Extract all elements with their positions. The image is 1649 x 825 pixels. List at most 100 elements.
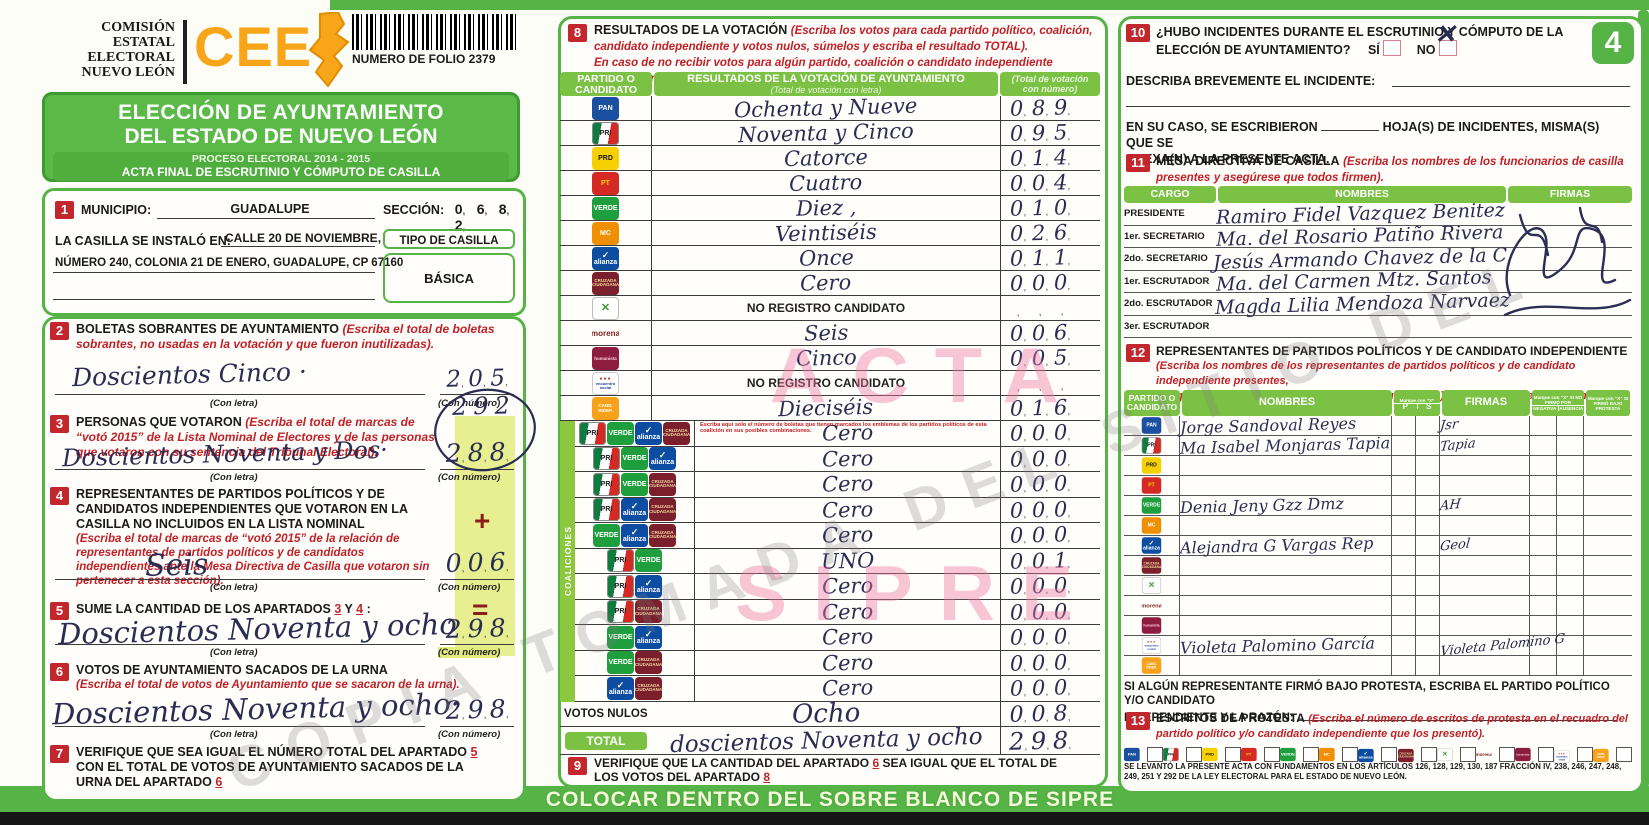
protest-logo-item: morena bbox=[1476, 743, 1515, 766]
mesa-row: 1er. SECRETARIO Ma. del Rosario Patiño R… bbox=[1124, 221, 1632, 251]
rep-nombre-cell: Denia Jeny Gzz Dmz bbox=[1180, 494, 1392, 517]
party-logo-cell: morena bbox=[560, 321, 652, 345]
votes-connumero-cell: 095 bbox=[1000, 120, 1100, 146]
section-5-title: SUME LA CANTIDAD DE LOS APARTADOS 3 Y 4 … bbox=[76, 602, 371, 616]
section-11-title: MESA DIRECTIVA DE CASILLA (Escriba los n… bbox=[1156, 154, 1624, 184]
rep-negativa-cell bbox=[1530, 416, 1557, 435]
cruzada-logo: CRUZADA CIUDADANA bbox=[663, 421, 690, 445]
party-logo-cell: PT bbox=[560, 171, 652, 195]
humanista-logo: humanista bbox=[592, 346, 619, 370]
page-number-badge: 4 bbox=[1592, 22, 1634, 64]
col-numero-header: (Total de votación con número) bbox=[1000, 72, 1100, 96]
rep-protesta-cell bbox=[1584, 456, 1628, 475]
coalition-connumero-cell: 001 bbox=[1000, 548, 1100, 574]
rep-nombre-cell: Alejandra G Vargas Rep bbox=[1180, 533, 1392, 558]
total-label: TOTAL bbox=[565, 731, 647, 750]
party-logo-cell: encuentro social bbox=[560, 371, 652, 395]
rep-protesta-cell bbox=[1584, 616, 1628, 635]
describa-label: DESCRIBA BREVEMENTE EL INCIDENTE: bbox=[1126, 74, 1376, 88]
protest-logo-item: MC bbox=[1319, 743, 1359, 766]
rep-nombre-cell: Ma Isabel Monjaras Tapia bbox=[1179, 433, 1392, 458]
nuevo-leon-state-icon bbox=[308, 12, 350, 88]
protest-count-box bbox=[1537, 746, 1554, 762]
col-resultados-header: RESULTADOS DE LA VOTACIÓN DE AYUNTAMIENT… bbox=[654, 72, 998, 96]
verde-logo: VERDE bbox=[607, 625, 634, 649]
result-row: CRUZADA CIUDADANA Cero 000 bbox=[560, 270, 1100, 296]
section-6-instructions: (Escriba el total de votos de Ayuntamien… bbox=[76, 679, 460, 691]
rep-row: morena bbox=[1124, 596, 1632, 616]
es-logo: encuentro social bbox=[592, 371, 619, 395]
result-row: CAND. INDEP. Dieciséis 016 bbox=[560, 395, 1100, 421]
cruzada-logo: CRUZADA CIUDADANA bbox=[1397, 748, 1414, 763]
verde-logo: VERDE bbox=[593, 523, 620, 547]
cruzada-logo: CRUZADA CIUDADANA bbox=[649, 523, 676, 547]
rep-p-cell bbox=[1392, 436, 1416, 455]
coalition-row: VERDEalianzaCRUZADA CIUDADANA Cero 000 bbox=[575, 523, 1100, 549]
rep-row: PRD bbox=[1124, 456, 1632, 476]
sec4-conletra-line bbox=[55, 565, 425, 580]
coalition-logos-cell: PRIalianza bbox=[575, 574, 695, 599]
coalition-connumero-cell: 000 bbox=[1000, 472, 1100, 497]
cruzada-logo: CRUZADA CIUDADANA bbox=[635, 651, 662, 675]
rep-ausencia-cell bbox=[1557, 616, 1584, 635]
rep-protesta-cell bbox=[1584, 416, 1628, 435]
cruzada-logo: CRUZADA CIUDADANA bbox=[1141, 557, 1162, 574]
rep-negativa-cell bbox=[1530, 576, 1557, 595]
results-table-header: PARTIDO O CANDIDATO RESULTADOS DE LA VOTA… bbox=[560, 72, 1100, 96]
rep-logo-cell: PRI bbox=[1124, 436, 1180, 455]
votes-connumero-cell: 004 bbox=[1000, 170, 1100, 196]
en-su-caso-text: EN SU CASO, SE ESCRIBIERON HOJA(S) DE IN… bbox=[1126, 120, 1600, 166]
sec4-conletra-caption: (Con letra) bbox=[210, 582, 258, 593]
coalition-row: PRIVERDEalianza Cero 000 bbox=[575, 446, 1100, 472]
rep-negativa-cell bbox=[1530, 456, 1557, 475]
rep-nombre-cell bbox=[1180, 596, 1392, 615]
cargo-cell: 2do. ESCRUTADOR bbox=[1124, 298, 1213, 310]
votes-conletra-cell: Veintiséis bbox=[774, 219, 878, 247]
plus-symbol: + bbox=[474, 505, 491, 536]
votos-nulos-label: VOTOS NULOS bbox=[564, 708, 648, 720]
protest-count-box bbox=[1342, 746, 1359, 762]
section-9-badge: 9 bbox=[568, 757, 587, 775]
pri-logo: PRI bbox=[1141, 437, 1162, 454]
rep-protesta-cell bbox=[1584, 436, 1628, 455]
votes-connumero-cell: 011 bbox=[1000, 245, 1100, 271]
mesa-row: 2do. ESCRUTADOR Magda Lilia Mendoza Narv… bbox=[1124, 289, 1632, 319]
rep-negativa-cell bbox=[1530, 476, 1557, 495]
rep-p-cell bbox=[1392, 556, 1416, 575]
morena-logo: morena bbox=[1475, 751, 1492, 757]
rep-ausencia-cell bbox=[1557, 576, 1584, 595]
barcode bbox=[352, 14, 520, 50]
section-3-title: PERSONAS QUE VOTARON (Escriba el total d… bbox=[76, 415, 435, 459]
section-12-badge: 12 bbox=[1126, 344, 1150, 362]
bottom-scan-edge bbox=[0, 812, 1649, 825]
section-8-title: RESULTADOS DE LA VOTACIÓN (Escriba los v… bbox=[594, 23, 1093, 85]
section-11-badge: 11 bbox=[1126, 154, 1150, 172]
rep-row: ✕ bbox=[1124, 576, 1632, 596]
coalition-note: Escriba aquí solo el número de boletas q… bbox=[700, 422, 987, 434]
municipio-line bbox=[157, 201, 375, 219]
es-logo: encuentro social bbox=[1141, 637, 1162, 654]
morena-logo: morena bbox=[592, 328, 619, 338]
coalition-row: VERDEalianza Cero 000 bbox=[575, 625, 1100, 651]
alianza-logo: alianza bbox=[635, 421, 662, 445]
pri-logo: PRI bbox=[607, 600, 634, 624]
tipo-casilla-value: BÁSICA bbox=[383, 253, 515, 303]
rep-negativa-cell bbox=[1530, 556, 1557, 575]
rep-firma-cell: Geol bbox=[1439, 536, 1530, 555]
sec3-correction-circle bbox=[434, 388, 536, 472]
rep-firma-cell bbox=[1440, 576, 1530, 595]
tipo-casilla-header: TIPO DE CASILLA bbox=[383, 229, 515, 249]
mesa-row: 1er. ESCRUTADOR Ma. del Carmen Mtz. Sant… bbox=[1124, 267, 1632, 296]
rep-row: CAND. INDEP. bbox=[1124, 656, 1632, 676]
rep-s-cell bbox=[1416, 576, 1440, 595]
rep-firma-cell bbox=[1440, 556, 1530, 575]
section-6-badge: 6 bbox=[50, 663, 69, 681]
votes-connumero-cell: 014 bbox=[1000, 145, 1100, 171]
coalition-row: PRIalianza Cero 000 bbox=[575, 574, 1100, 600]
libre-logo: ✕ bbox=[1436, 747, 1453, 761]
coalition-row: PRIalianzaCRUZADA CIUDADANA Cero 000 bbox=[575, 497, 1100, 523]
rep-p-cell bbox=[1392, 416, 1416, 435]
